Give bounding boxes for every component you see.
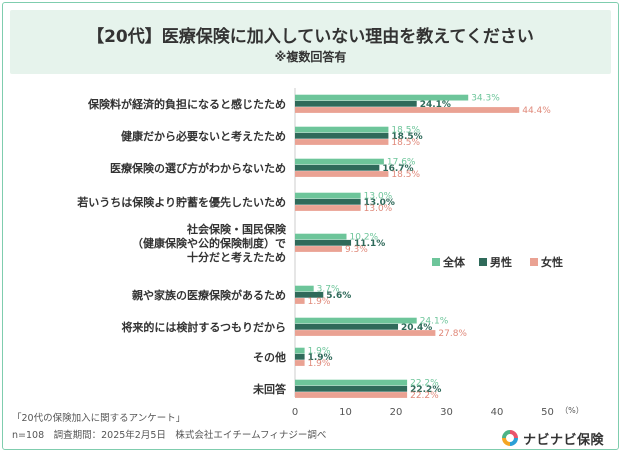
bar [295, 192, 361, 199]
bar [295, 126, 389, 133]
x-tick-label: 30 [440, 407, 453, 418]
data-label: 1.9% [308, 297, 331, 307]
bar [295, 94, 469, 101]
category-label: 十分だと考えたため [187, 250, 286, 264]
chart-title: 【20代】医療保険に加入していない理由を教えてください [87, 27, 534, 47]
bar [295, 233, 347, 240]
bar [295, 317, 417, 324]
data-label: 11.1% [354, 239, 385, 249]
data-label: 22.2% [410, 379, 439, 389]
x-tick-label: 50 [541, 407, 554, 418]
bar [295, 353, 305, 360]
category-label: 社会保険・国民保険 [186, 222, 287, 236]
bar [295, 385, 408, 392]
category-label: （健康保険や公的保険制度）で [132, 236, 286, 250]
bar [295, 107, 520, 113]
bar [295, 132, 389, 139]
category-label: 若いうちは保険より貯蓄を優先したいため [77, 195, 286, 209]
data-label: 24.1% [420, 100, 451, 110]
data-label: 17.6% [387, 158, 416, 168]
bar [295, 347, 305, 354]
category-label: 将来的には検討するつもりだから [121, 320, 286, 334]
bar [295, 246, 342, 252]
data-label: 18.5% [391, 126, 420, 136]
category-label: 親や家族の医療保険があるため [132, 288, 286, 302]
bar [295, 285, 314, 292]
data-label: 20.4% [401, 323, 432, 333]
data-label: 44.4% [522, 106, 551, 116]
category-label: 未回答 [252, 382, 287, 396]
bar [295, 171, 389, 177]
data-label: 18.5% [391, 132, 422, 142]
data-label: 9.3% [345, 245, 368, 255]
data-label: 1.9% [308, 359, 331, 369]
x-tick-label: 40 [491, 407, 504, 418]
legend-label: 女性 [541, 255, 563, 269]
data-label: 13.0% [364, 198, 395, 208]
bar [295, 205, 361, 211]
bar [295, 198, 361, 205]
x-unit-label: （%） [560, 406, 584, 415]
legend-label: 全体 [442, 255, 466, 269]
survey-info: n=108 調査期間：2025年2月5日 株式会社エイチームフィナジー調べ [12, 430, 327, 441]
chart-subtitle: ※複数回答有 [274, 50, 347, 64]
data-label: 10.2% [350, 233, 379, 243]
bar [295, 158, 384, 165]
chart-frame [2, 2, 619, 450]
bar [295, 379, 408, 386]
bar [295, 291, 324, 298]
data-label: 5.6% [326, 291, 351, 301]
legend-label: 男性 [490, 255, 512, 269]
data-label: 22.2% [410, 385, 441, 395]
data-label: 13.0% [364, 192, 393, 202]
data-label: 13.0% [364, 204, 393, 214]
data-label: 24.1% [420, 317, 449, 327]
logo-mark-icon [502, 430, 518, 446]
survey-name: 「20代の保険加入に関するアンケート」 [12, 413, 186, 424]
data-label: 16.7% [382, 164, 413, 174]
data-label: 1.9% [308, 353, 333, 363]
title-banner: 【20代】医療保険に加入していない理由を教えてください ※複数回答有 [10, 10, 611, 74]
legend-swatch [479, 258, 487, 266]
data-label: 1.9% [308, 347, 331, 357]
category-label: 医療保険の選び方がわからないため [110, 161, 286, 175]
data-label: 18.5% [391, 170, 420, 180]
x-tick-label: 20 [390, 407, 403, 418]
brand-logo: ナビナビ保険 [501, 428, 604, 448]
bar [295, 392, 408, 398]
data-label: 18.5% [391, 138, 420, 148]
legend-swatch [432, 258, 440, 266]
category-label: その他 [253, 350, 286, 364]
bar [295, 100, 417, 107]
x-tick-label: 10 [339, 407, 352, 418]
bar [295, 164, 380, 171]
logo-text: ナビナビ保険 [523, 432, 605, 448]
data-label: 3.7% [317, 285, 340, 295]
bar [295, 360, 305, 366]
data-label: 22.2% [410, 391, 439, 401]
bar [295, 323, 399, 330]
category-label: 健康だから必要ないと考えたため [121, 129, 286, 143]
bar [295, 330, 436, 336]
bar [295, 139, 389, 145]
data-label: 27.8% [438, 329, 467, 339]
category-label: 保険料が経済的負担になると感じたため [87, 97, 286, 111]
x-tick-label: 0 [292, 407, 298, 418]
bar [295, 239, 352, 246]
data-label: 34.3% [471, 94, 500, 104]
legend-swatch [530, 258, 538, 266]
bar [295, 298, 305, 304]
